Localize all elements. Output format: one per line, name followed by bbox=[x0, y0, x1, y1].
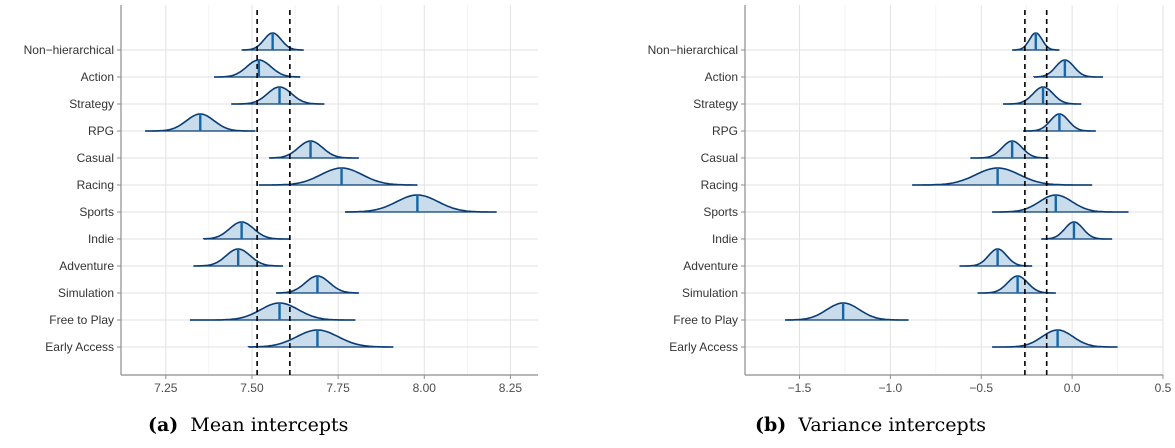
y-tick-label: Strategy bbox=[693, 97, 738, 111]
y-tick-label: Racing bbox=[77, 178, 114, 192]
ridgeline-charts: 7.25 7.50 7.75 8.00 8.25 Non−hierarchical Acti… bbox=[24, 5, 1172, 395]
y-tick-label: Early Access bbox=[669, 340, 738, 354]
x-tick-label: −1.5 bbox=[788, 381, 812, 395]
y-tick-label: Sports bbox=[703, 205, 738, 219]
y-tick-label: Casual bbox=[77, 151, 114, 165]
y-tick-label: Sports bbox=[79, 205, 114, 219]
y-tick-label: Free to Play bbox=[673, 313, 738, 327]
density-fill bbox=[959, 249, 1033, 266]
y-tick-label: Casual bbox=[701, 151, 738, 165]
density-fill bbox=[345, 195, 497, 212]
y-tick-label: Adventure bbox=[59, 259, 114, 273]
y-tick-label: Free to Play bbox=[49, 313, 114, 327]
y-tick-label: Simulation bbox=[682, 286, 738, 300]
caption-b-text: Variance intercepts bbox=[798, 414, 987, 436]
density-fill bbox=[992, 195, 1129, 212]
density-fill bbox=[269, 141, 359, 158]
density-outline bbox=[247, 329, 394, 348]
x-tick-label: −1.0 bbox=[879, 381, 903, 395]
x-tick-label: 8.00 bbox=[413, 381, 437, 395]
y-tick-label: RPG bbox=[712, 124, 738, 138]
y-tick-label: Indie bbox=[88, 232, 114, 246]
density-outline bbox=[214, 59, 301, 78]
y-tick-label: Racing bbox=[701, 178, 738, 192]
y-tick-label: Non−hierarchical bbox=[24, 43, 114, 57]
density-fill bbox=[258, 168, 418, 185]
y-tick-label: Simulation bbox=[58, 286, 114, 300]
y-tick-label: Action bbox=[705, 70, 738, 84]
density-fill bbox=[785, 303, 909, 320]
y-tick-label: Non−hierarchical bbox=[648, 43, 738, 57]
x-tick-label: −0.5 bbox=[969, 381, 993, 395]
x-tick-label: 7.75 bbox=[326, 381, 350, 395]
density-fill bbox=[912, 168, 1093, 185]
density-fill bbox=[231, 87, 325, 104]
x-tick-label: 0.5 bbox=[1155, 381, 1172, 395]
caption-a: (a) Mean intercepts bbox=[148, 414, 348, 436]
x-tick-label: 0.0 bbox=[1064, 381, 1081, 395]
y-tick-label: RPG bbox=[88, 124, 114, 138]
density-fill bbox=[1034, 60, 1103, 77]
y-tick-label: Action bbox=[81, 70, 114, 84]
density-fill bbox=[970, 141, 1049, 158]
x-tick-label: 7.25 bbox=[154, 381, 178, 395]
density-fill bbox=[203, 222, 290, 239]
caption-b-letter: (b) bbox=[755, 414, 787, 436]
y-tick-label: Early Access bbox=[45, 340, 114, 354]
density-fill bbox=[248, 330, 394, 347]
y-tick-label: Adventure bbox=[683, 259, 738, 273]
caption-a-text: Mean intercepts bbox=[190, 414, 349, 436]
panel-variance-intercepts: −1.5 −1.0 −0.5 0.0 0.5 Non−hierarchical Action… bbox=[648, 5, 1172, 395]
caption-a-letter: (a) bbox=[148, 414, 179, 436]
density-fill bbox=[189, 303, 356, 320]
panel-mean-intercepts: 7.25 7.50 7.75 8.00 8.25 Non−hierarchical Acti… bbox=[24, 5, 538, 395]
y-tick-label: Indie bbox=[712, 232, 738, 246]
density-fill bbox=[1041, 222, 1113, 239]
y-tick-label: Strategy bbox=[69, 97, 114, 111]
density-fill bbox=[992, 330, 1118, 347]
caption-b: (b) Variance intercepts bbox=[755, 414, 986, 436]
x-tick-label: 7.50 bbox=[240, 381, 264, 395]
x-tick-label: 8.25 bbox=[499, 381, 523, 395]
